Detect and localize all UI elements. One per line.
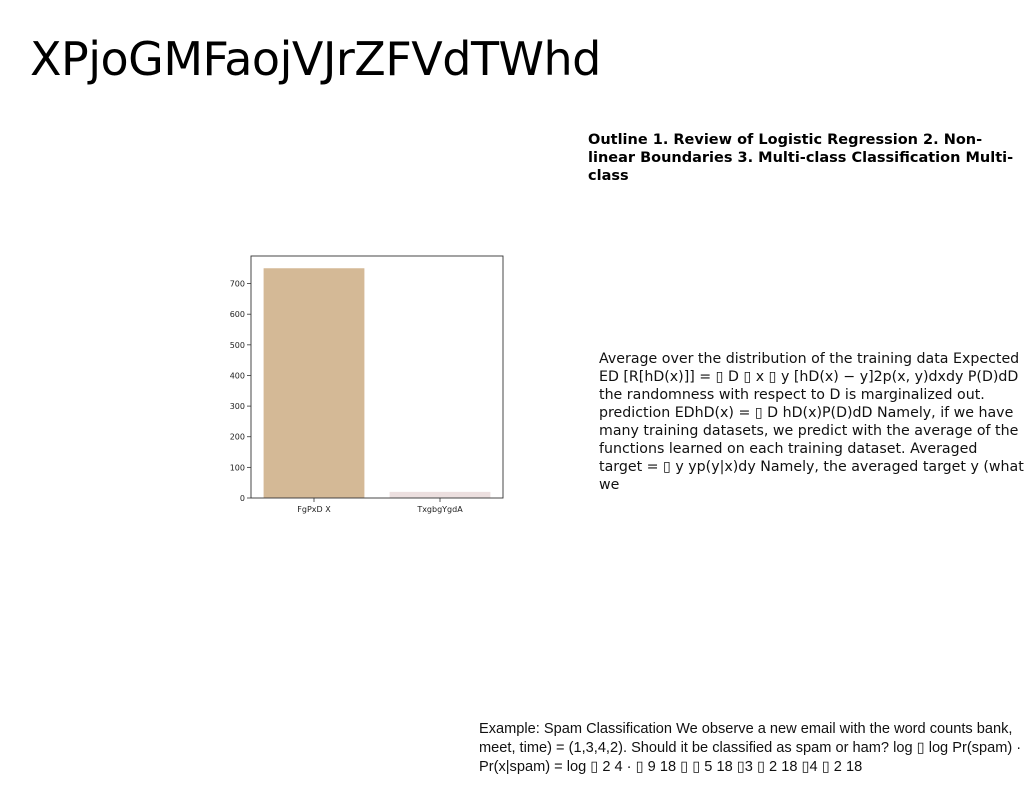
- x-tick-label-1: TxgbgYgdA: [416, 505, 463, 514]
- slide-title: XPjoGMFaojVJrZFVdTWhd: [30, 32, 601, 86]
- y-tick-label-6: 600: [230, 310, 245, 319]
- y-tick-label-4: 400: [230, 371, 245, 380]
- y-tick-label-5: 500: [230, 341, 245, 350]
- y-tick-label-1: 100: [230, 463, 245, 472]
- bar-1: [390, 492, 491, 498]
- bar-chart: FgPxD X TxgbgYgdA 0 100 200 300 400 500 600 700: [220, 250, 520, 520]
- y-tick-label-7: 700: [230, 280, 245, 289]
- outline-text: Outline 1. Review of Logistic Regression…: [588, 131, 1024, 185]
- y-tick-label-0: 0: [240, 494, 245, 503]
- bar-0: [264, 268, 365, 498]
- example-paragraph: Example: Spam Classification We observe …: [479, 720, 1024, 777]
- body-paragraph: Average over the distribution of the tra…: [599, 350, 1024, 494]
- bar-chart-svg: FgPxD X TxgbgYgdA 0 100 200 300 400 500 600 700: [220, 250, 520, 520]
- y-tick-label-3: 300: [230, 402, 245, 411]
- y-tick-label-2: 200: [230, 433, 245, 442]
- x-tick-label-0: FgPxD X: [297, 505, 331, 514]
